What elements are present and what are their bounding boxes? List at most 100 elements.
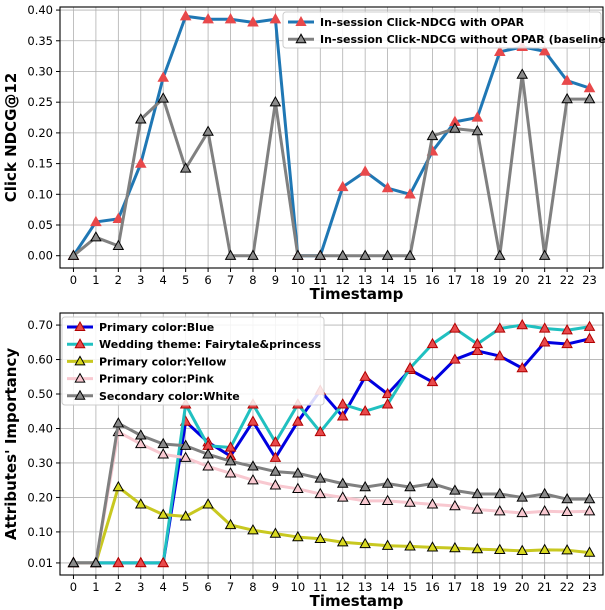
data-point (538, 543, 551, 554)
legend-box (61, 316, 325, 406)
data-point (426, 477, 439, 488)
data-point (359, 370, 371, 381)
legend-swatch-marker (74, 355, 86, 366)
data-point (179, 162, 192, 173)
data-point (493, 543, 506, 554)
data-point (381, 398, 394, 409)
y-tick-label: 0.01 (27, 556, 53, 570)
plot-area-frame (59, 6, 604, 269)
series-line (72, 14, 591, 258)
y-tick-label: 0.50 (27, 387, 53, 401)
data-point (516, 544, 529, 556)
data-point (583, 81, 596, 93)
data-point (426, 129, 439, 141)
data-point (67, 556, 80, 568)
data-point (404, 188, 416, 199)
x-tick-label: 11 (313, 580, 328, 594)
data-point (269, 95, 282, 107)
data-point (202, 125, 214, 136)
x-axis-label: Timestamp (310, 285, 404, 303)
x-tick-label: 17 (448, 580, 463, 594)
x-tick-label: 14 (380, 273, 395, 287)
x-tick-label: 5 (182, 273, 189, 287)
x-tick-label: 4 (160, 580, 167, 594)
data-point (561, 92, 573, 104)
data-point (67, 249, 80, 260)
data-point (224, 455, 237, 466)
data-point (202, 448, 214, 459)
data-point (359, 494, 371, 506)
data-point (269, 527, 282, 538)
data-point (314, 249, 327, 260)
x-tick-label: 22 (560, 273, 575, 287)
data-point (134, 498, 147, 509)
data-point (179, 451, 192, 462)
plot-area-frame (59, 312, 604, 576)
x-tick-label: 1 (92, 580, 99, 594)
data-point (449, 122, 461, 133)
data-point (471, 487, 484, 499)
data-point (538, 336, 551, 347)
data-point (269, 436, 282, 447)
data-point (224, 13, 237, 24)
data-point (493, 45, 506, 56)
data-point (247, 460, 259, 471)
legend: Primary color:Blue Wedding theme: Fairyta… (61, 316, 325, 406)
y-tick-label: 0.20 (27, 490, 53, 504)
legend-item: Secondary color:White (67, 389, 240, 403)
data-point (314, 532, 327, 543)
x-tick-label: 18 (470, 580, 485, 594)
top-chart-click-ndcg: 0 1 2 3 4 5 6 7 8 9 10 11 12 13 14 15 16 17 18 19 20 21 22 230.… (2, 3, 605, 303)
series-1 (67, 68, 596, 260)
data-point (426, 337, 439, 349)
data-point (359, 249, 371, 260)
series-line (73, 430, 590, 565)
data-point (292, 482, 304, 493)
data-point (314, 472, 327, 483)
data-point (314, 487, 327, 499)
data-point (90, 231, 102, 242)
data-point (202, 498, 214, 509)
data-point (561, 505, 573, 517)
y-tick-label: 0.00 (27, 249, 53, 263)
data-point (516, 506, 529, 518)
data-point (336, 491, 349, 502)
y-tick-label: 0.05 (27, 218, 53, 232)
x-tick-label: 18 (470, 273, 485, 287)
legend-item: In-session Click-NDCG with OPAR (288, 15, 525, 29)
data-point (359, 537, 371, 549)
x-tick-label: 0 (70, 273, 77, 287)
data-point (538, 504, 551, 516)
data-point (516, 68, 529, 79)
data-point (516, 491, 529, 502)
x-tick-label: 16 (425, 273, 440, 287)
data-point (224, 249, 237, 260)
data-point (359, 480, 371, 492)
data-point (269, 451, 282, 462)
data-point (516, 318, 529, 330)
data-point (112, 480, 125, 492)
data-point (561, 543, 573, 555)
x-tick-label: 6 (204, 273, 211, 287)
legend-item: Primary color:Blue (67, 320, 214, 334)
data-point (112, 417, 125, 428)
data-point (157, 448, 170, 459)
legend: In-session Click-NDCG with OPAR In-sessio… (282, 11, 605, 49)
data-point (134, 429, 147, 440)
y-tick-label: 0.70 (27, 318, 53, 332)
data-point (336, 410, 349, 421)
data-point (404, 496, 416, 507)
x-tick-label: 3 (137, 580, 144, 594)
data-point (583, 504, 596, 516)
data-point (449, 484, 461, 495)
legend-swatch-marker (74, 338, 86, 349)
x-tick-label: 23 (582, 580, 597, 594)
y-tick-label: 0.10 (27, 187, 53, 201)
bottom-chart-attributes-importancy: 0 1 2 3 4 5 6 7 8 9 10 11 12 13 14 15 16 17 18 19 20 21 22 230.… (2, 312, 604, 610)
x-tick-label: 10 (291, 580, 306, 594)
data-point (269, 479, 282, 490)
data-point (426, 375, 439, 387)
x-tick-label: 23 (582, 273, 597, 287)
data-point (157, 92, 170, 103)
